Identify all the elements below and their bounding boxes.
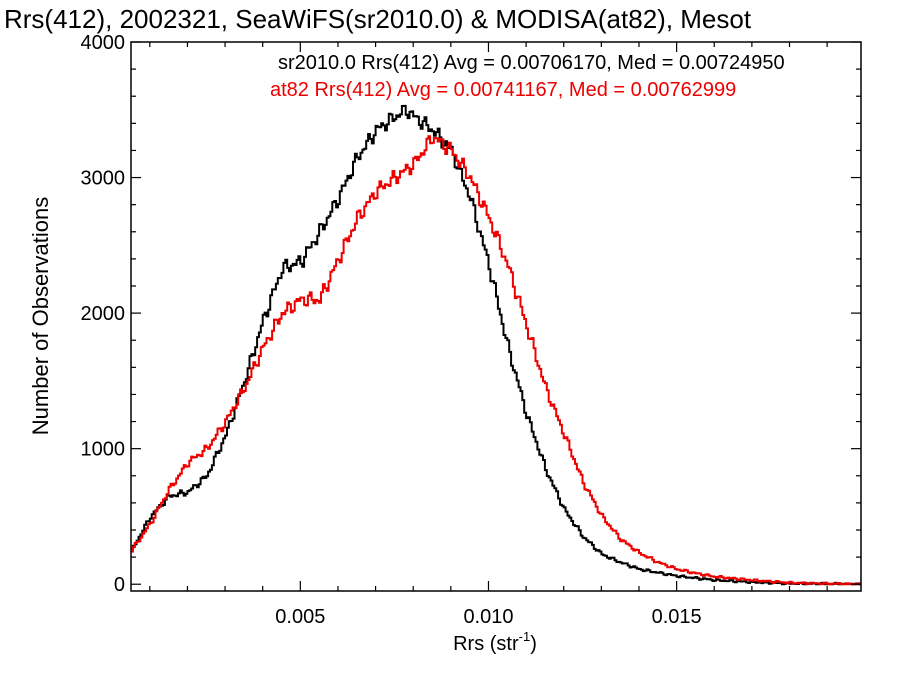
annotation-black: sr2010.0 Rrs(412) Avg = 0.00706170, Med …: [278, 52, 785, 74]
series-line-0: [131, 104, 861, 586]
plot-frame: [130, 41, 862, 592]
y-axis-label: Number of Observations: [28, 197, 53, 435]
x-tick-label: 0.010: [463, 606, 513, 628]
y-tick-label: 3000: [81, 168, 126, 190]
x-axis-label-close: ): [530, 633, 537, 655]
y-tick-label: 2000: [81, 303, 126, 325]
x-axis-label-main: Rrs (str: [453, 633, 519, 655]
x-axis-label-superscript: -1: [519, 629, 531, 644]
x-tick-label: 0.015: [652, 606, 702, 628]
y-tick-label: 0: [114, 574, 125, 596]
x-axis-label: Rrs (str-1): [453, 629, 537, 655]
series-line-1: [131, 135, 861, 586]
plot-area: 0.005 0.010 0.015 0 1000 2000 3000 4000: [81, 32, 862, 628]
y-tick-label: 1000: [81, 439, 126, 461]
y-tick-label: 4000: [81, 32, 126, 54]
chart-title: Rrs(412), 2002321, SeaWiFS(sr2010.0) & M…: [4, 4, 752, 34]
x-tick-label: 0.005: [275, 606, 325, 628]
annotation-red: at82 Rrs(412) Avg = 0.00741167, Med = 0.…: [270, 79, 736, 101]
